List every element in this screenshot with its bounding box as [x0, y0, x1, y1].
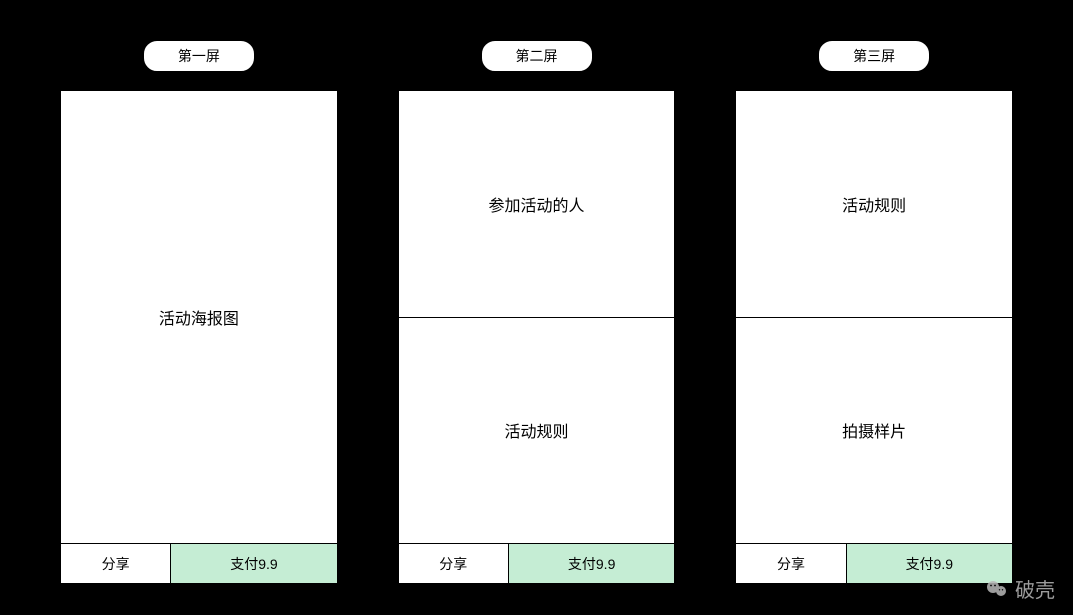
screen-frame: 参加活动的人 活动规则 分享 支付9.9 — [398, 90, 676, 584]
screen-frame: 活动规则 拍摄样片 分享 支付9.9 — [735, 90, 1013, 584]
screen-body: 活动规则 拍摄样片 — [736, 91, 1012, 543]
screen-frame: 活动海报图 分享 支付9.9 — [60, 90, 338, 584]
screen-label: 第三屏 — [818, 40, 930, 72]
rules-panel: 活动规则 — [736, 91, 1012, 318]
pay-button[interactable]: 支付9.9 — [509, 544, 674, 583]
screen-footer: 分享 支付9.9 — [736, 543, 1012, 583]
rules-panel: 活动规则 — [399, 318, 675, 544]
screen-group-3: 第三屏 活动规则 拍摄样片 分享 支付9.9 — [735, 40, 1013, 585]
watermark-text: 破壳 — [1015, 574, 1055, 603]
pay-button[interactable]: 支付9.9 — [171, 544, 336, 583]
screen-footer: 分享 支付9.9 — [61, 543, 337, 583]
screen-body: 参加活动的人 活动规则 — [399, 91, 675, 543]
screen-label: 第一屏 — [143, 40, 255, 72]
screen-footer: 分享 支付9.9 — [399, 543, 675, 583]
screen-label: 第二屏 — [481, 40, 593, 72]
samples-panel: 拍摄样片 — [736, 318, 1012, 544]
screen-group-2: 第二屏 参加活动的人 活动规则 分享 支付9.9 — [398, 40, 676, 585]
share-button[interactable]: 分享 — [399, 544, 509, 583]
share-button[interactable]: 分享 — [61, 544, 171, 583]
share-button[interactable]: 分享 — [736, 544, 846, 583]
watermark: 破壳 — [985, 574, 1055, 603]
wechat-icon — [985, 577, 1009, 601]
poster-panel: 活动海报图 — [61, 91, 337, 543]
screen-body: 活动海报图 — [61, 91, 337, 543]
screen-group-1: 第一屏 活动海报图 分享 支付9.9 — [60, 40, 338, 585]
screens-container: 第一屏 活动海报图 分享 支付9.9 第二屏 参加活动的人 活动规则 分享 支付… — [0, 0, 1073, 615]
participants-panel: 参加活动的人 — [399, 91, 675, 318]
